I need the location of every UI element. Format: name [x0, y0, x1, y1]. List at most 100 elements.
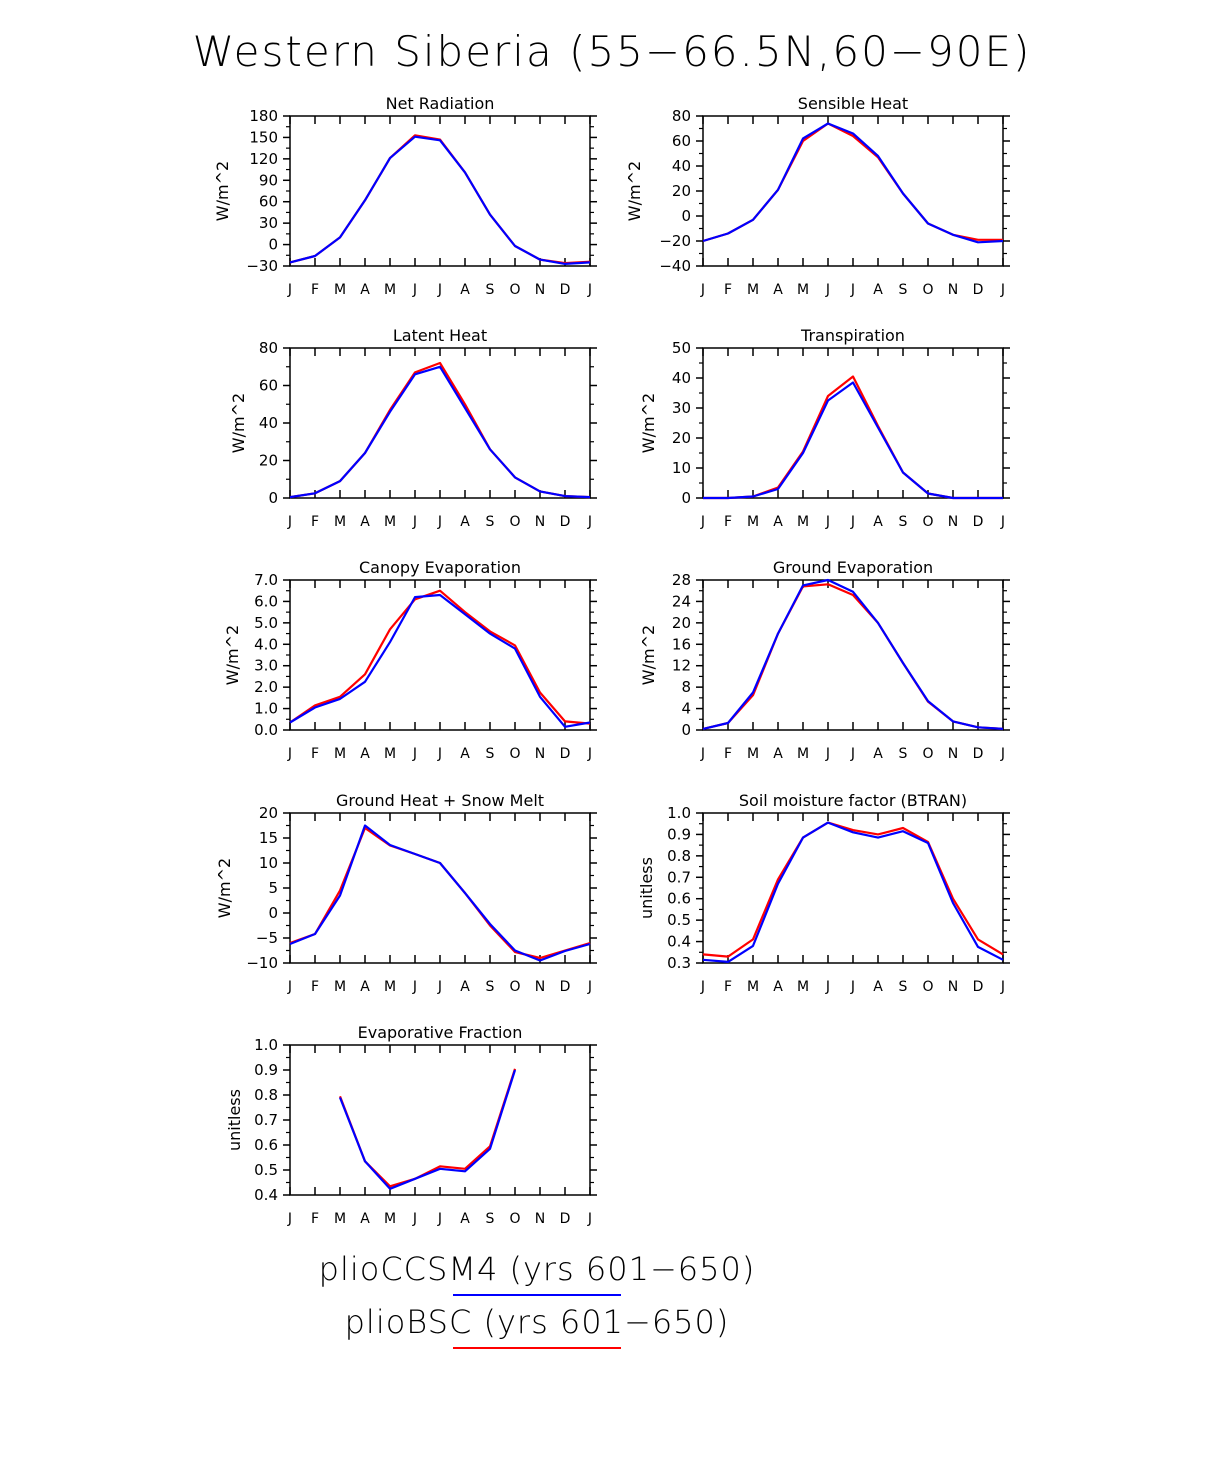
y-tick-label: 6.0 — [254, 592, 278, 610]
x-tick-label: S — [486, 746, 495, 762]
x-tick-label: J — [412, 282, 417, 298]
x-tick-label: J — [412, 746, 417, 762]
y-tick-label: 1.0 — [667, 804, 691, 822]
y-tick-label: 0 — [681, 207, 691, 225]
y-tick-label: 1.0 — [254, 700, 278, 718]
panel-4: J F M A M J J A S O N D J01020304050TranspirationW/m… — [639, 326, 1010, 530]
x-tick-label: J — [850, 746, 855, 762]
y-axis-label: W/m^2 — [223, 625, 242, 685]
y-tick-label: 0.4 — [254, 1186, 278, 1204]
y-tick-label: 60 — [672, 132, 691, 150]
x-tick-label: N — [535, 979, 545, 995]
y-tick-label: −40 — [659, 257, 691, 275]
y-tick-label: −5 — [256, 929, 278, 947]
y-tick-label: −20 — [659, 232, 691, 250]
x-tick-label: A — [460, 514, 470, 530]
x-tick-label: J — [287, 746, 292, 762]
x-tick-label: A — [773, 514, 783, 530]
panel-title: Ground Evaporation — [773, 558, 933, 577]
x-tick-label: J — [700, 979, 705, 995]
x-tick-label: F — [311, 746, 319, 762]
x-tick-label: A — [460, 979, 470, 995]
y-tick-label: 0 — [681, 489, 691, 507]
x-tick-label: D — [560, 746, 571, 762]
x-tick-label: J — [700, 514, 705, 530]
x-tick-label: A — [873, 514, 883, 530]
x-tick-label: M — [797, 514, 809, 530]
x-tick-label: M — [334, 979, 346, 995]
x-tick-label: M — [747, 979, 759, 995]
x-tick-label: J — [587, 1211, 592, 1227]
x-tick-label: J — [1000, 514, 1005, 530]
x-tick-label: M — [747, 514, 759, 530]
x-tick-label: A — [460, 282, 470, 298]
x-tick-label: N — [535, 282, 545, 298]
y-tick-label: 0.9 — [254, 1061, 278, 1079]
x-tick-label: M — [797, 746, 809, 762]
x-tick-label: N — [948, 514, 958, 530]
y-tick-label: 0.6 — [667, 890, 691, 908]
x-tick-label: J — [587, 282, 592, 298]
x-tick-label: J — [825, 514, 830, 530]
y-tick-label: 0.8 — [254, 1086, 278, 1104]
x-tick-label: O — [509, 282, 520, 298]
y-tick-label: 28 — [672, 571, 691, 589]
panel-title: Latent Heat — [393, 326, 487, 345]
x-tick-label: D — [560, 1211, 571, 1227]
y-axis-label: W/m^2 — [229, 393, 248, 453]
legend-label: plioCCSM4 (yrs 601−650) — [319, 1250, 756, 1288]
x-tick-label: J — [1000, 979, 1005, 995]
x-tick-label: J — [437, 1211, 442, 1227]
x-tick-label: D — [973, 514, 984, 530]
x-tick-label: J — [850, 979, 855, 995]
x-tick-label: A — [773, 979, 783, 995]
x-tick-label: J — [825, 746, 830, 762]
y-tick-label: 0.4 — [667, 933, 691, 951]
x-tick-label: A — [360, 979, 370, 995]
x-tick-label: J — [287, 282, 292, 298]
x-tick-label: D — [973, 282, 984, 298]
x-tick-label: S — [899, 514, 908, 530]
x-tick-label: M — [797, 282, 809, 298]
series-line-plioccsm4 — [289, 824, 591, 962]
x-tick-label: N — [948, 979, 958, 995]
x-tick-label: F — [724, 282, 732, 298]
x-tick-label: A — [460, 1211, 470, 1227]
x-tick-label: A — [873, 282, 883, 298]
x-tick-label: D — [560, 979, 571, 995]
x-tick-label: J — [437, 979, 442, 995]
x-tick-label: M — [384, 514, 396, 530]
series-line-plioccsm4 — [702, 578, 1004, 730]
y-tick-label: 10 — [259, 854, 278, 872]
x-tick-label: N — [948, 282, 958, 298]
x-tick-label: S — [899, 746, 908, 762]
y-tick-label: 40 — [259, 414, 278, 432]
x-tick-label: F — [724, 979, 732, 995]
series-line-plioccsm4 — [289, 365, 591, 499]
x-tick-label: F — [724, 514, 732, 530]
y-tick-label: 20 — [259, 804, 278, 822]
y-tick-label: 30 — [672, 399, 691, 417]
x-tick-label: F — [311, 514, 319, 530]
x-tick-label: N — [535, 514, 545, 530]
y-tick-label: 40 — [672, 369, 691, 387]
plot-frame — [702, 115, 1004, 267]
y-axis-label: W/m^2 — [213, 161, 232, 221]
y-tick-label: 0.7 — [667, 868, 691, 886]
x-tick-label: M — [747, 746, 759, 762]
y-tick-label: 150 — [249, 128, 278, 146]
legend: plioCCSM4 (yrs 601−650) plioBSC (yrs 601−… — [319, 1250, 756, 1349]
y-tick-label: 0 — [268, 236, 278, 254]
x-tick-label: J — [287, 1211, 292, 1227]
x-tick-label: J — [1000, 746, 1005, 762]
y-tick-label: 20 — [672, 614, 691, 632]
x-tick-label: A — [360, 746, 370, 762]
x-tick-label: J — [287, 514, 292, 530]
y-tick-label: 0.3 — [667, 954, 691, 972]
y-tick-label: 0.9 — [667, 825, 691, 843]
plot-frame — [702, 347, 1004, 499]
x-tick-label: O — [922, 979, 933, 995]
x-tick-label: F — [311, 979, 319, 995]
